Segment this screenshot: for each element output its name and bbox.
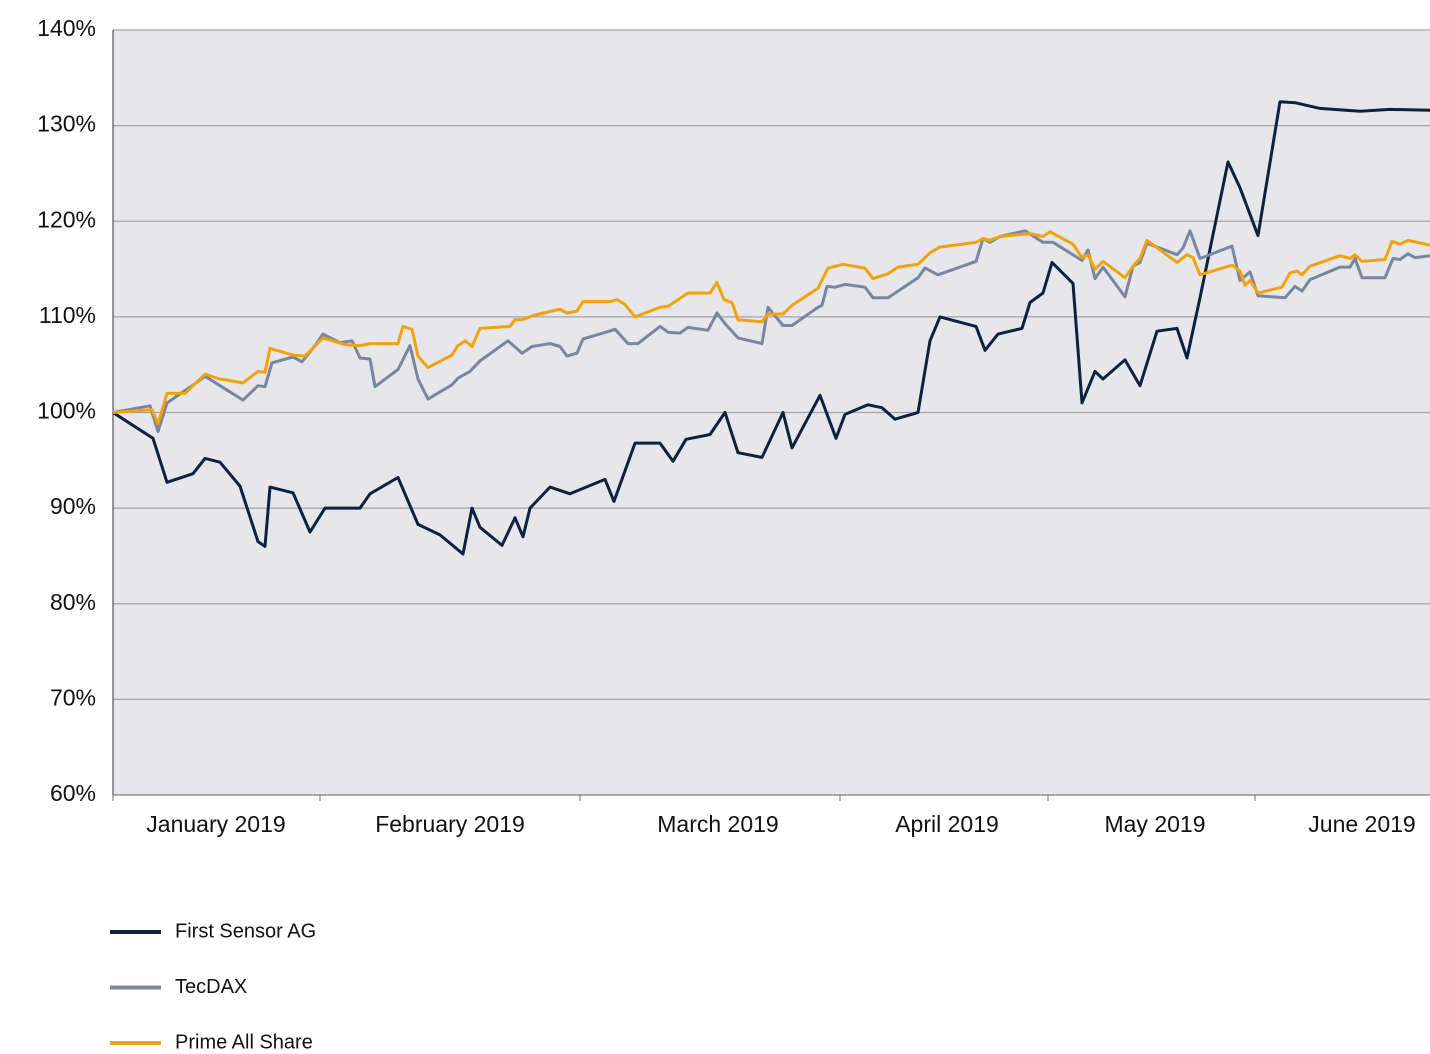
y-tick-label: 110% [39,302,96,328]
series-line [112,100,1430,556]
x-tick-label: February 2019 [375,811,525,837]
y-tick-label: 70% [50,684,96,710]
y-tick-label: 60% [50,780,96,806]
y-tick-label: 80% [50,589,96,615]
y-tick-label: 140% [37,15,96,41]
y-tick-label: 120% [37,206,96,232]
x-tick-label: April 2019 [895,811,999,837]
y-tick-label: 100% [37,398,96,424]
series-line [112,230,1430,426]
legend-label: TecDAX [175,976,247,998]
x-tick-label: May 2019 [1104,811,1205,837]
y-tick-label: 90% [50,493,96,519]
x-tick-label: January 2019 [146,811,285,837]
y-tick-label: 130% [37,111,96,137]
x-tick-label: March 2019 [657,811,778,837]
legend-label: Prime All Share [175,1031,313,1053]
legend-label: First Sensor AG [175,920,316,942]
series-line [112,229,1430,434]
x-tick-label: June 2019 [1308,811,1415,837]
